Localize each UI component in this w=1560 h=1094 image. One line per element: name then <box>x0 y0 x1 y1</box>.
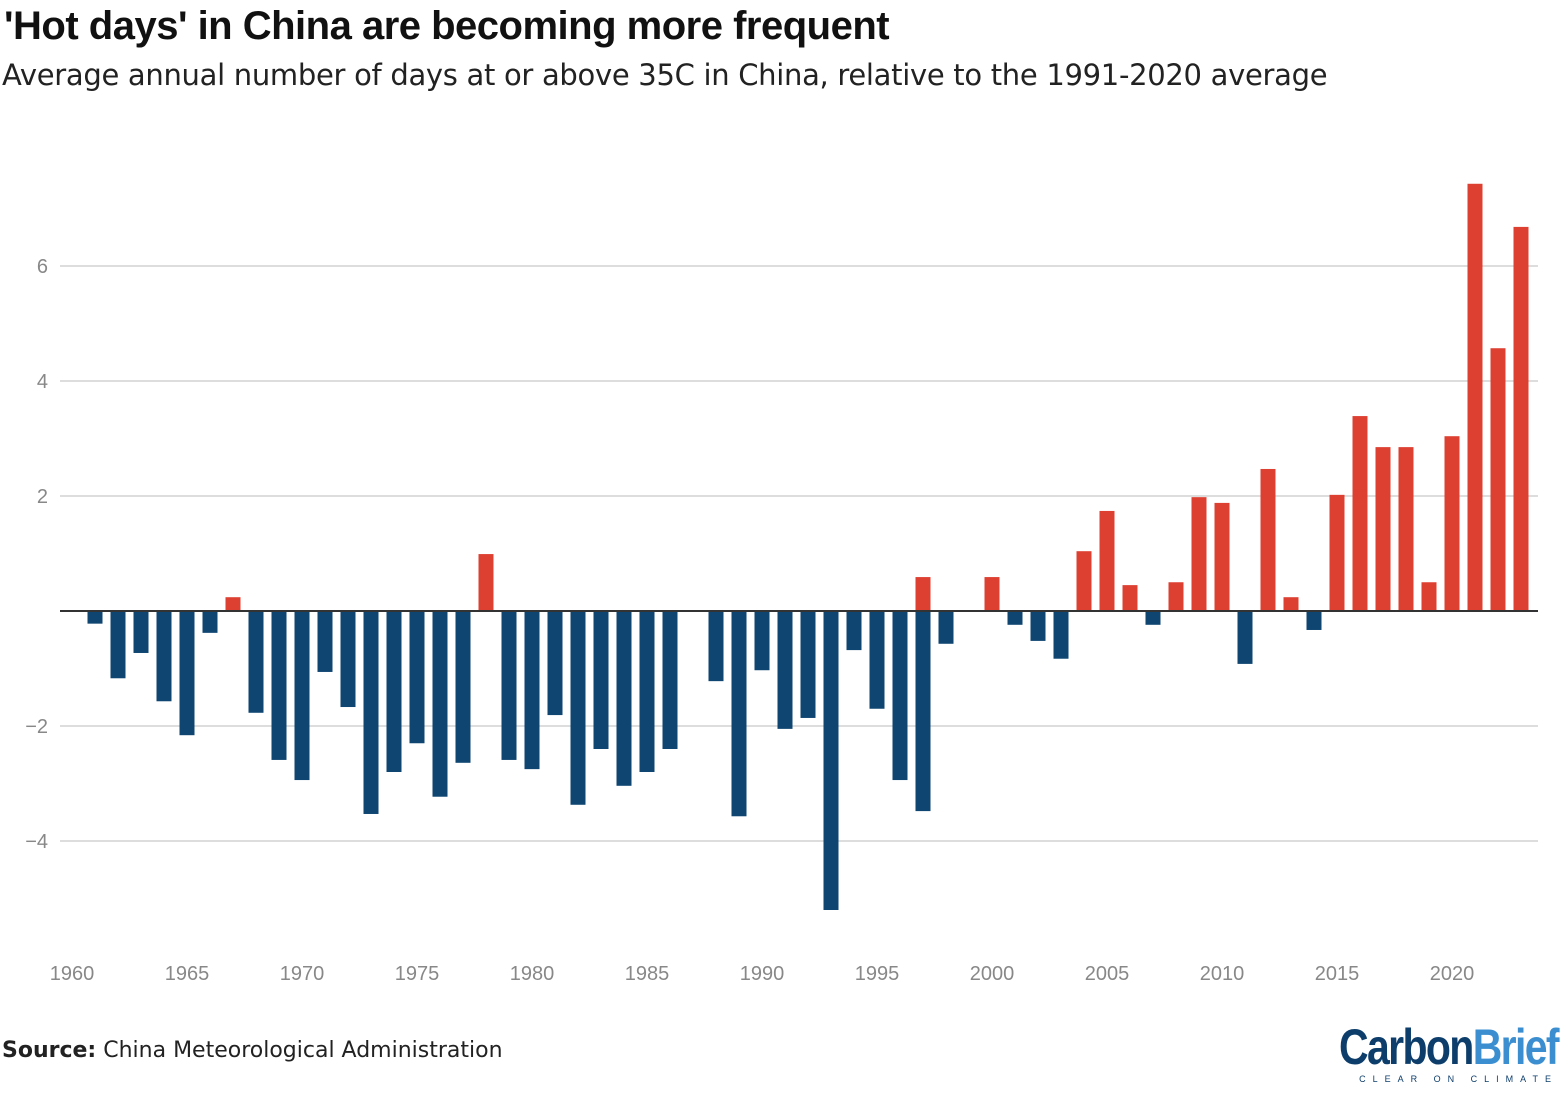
bar-1992 <box>800 611 816 718</box>
bar-1997 <box>915 611 931 812</box>
bar-1991 <box>777 611 793 729</box>
bar-2016 <box>1352 416 1368 611</box>
source-note: Source: China Meteorological Administrat… <box>2 1038 503 1063</box>
x-tick-label: 2000 <box>970 963 1015 985</box>
bar-2014 <box>1306 611 1322 630</box>
bar-2022 <box>1490 348 1506 611</box>
bar-1973 <box>363 611 379 814</box>
chart-subtitle: Average annual number of days at or abov… <box>2 58 1328 92</box>
bar-2003 <box>1053 611 1069 659</box>
bar-1969 <box>271 611 287 760</box>
y-tick-label: −4 <box>25 831 48 853</box>
bar-1967 <box>225 597 241 611</box>
bar-1962 <box>110 611 126 679</box>
bar-1983 <box>593 611 609 749</box>
logo-part1: Carbon <box>1339 1019 1474 1075</box>
bars <box>87 183 1529 910</box>
bar-2008 <box>1168 582 1184 611</box>
bar-1974 <box>386 611 402 772</box>
bar-1994 <box>846 611 862 651</box>
bar-1996 <box>892 611 908 781</box>
bar-1970 <box>294 611 310 781</box>
bar-1985 <box>639 611 655 772</box>
bar-1963 <box>133 611 149 653</box>
bar-2000 <box>984 577 1000 611</box>
bar-1997 <box>915 577 931 611</box>
bar-2021 <box>1467 183 1483 611</box>
x-tick-label: 2005 <box>1085 963 1130 985</box>
bar-1984 <box>616 611 632 786</box>
y-tick-label: 4 <box>37 371 48 393</box>
bar-1968 <box>248 611 264 713</box>
bar-2019 <box>1421 582 1437 611</box>
bar-1988 <box>708 611 724 682</box>
bar-1986 <box>662 611 678 749</box>
chart-title: 'Hot days' in China are becoming more fr… <box>4 4 890 48</box>
bar-1972 <box>340 611 356 708</box>
bar-chart: 6 4 2 −2 −4 1960 1965 1970 1975 1980 1985 1990 1995 2… <box>25 183 1538 985</box>
source-label: Source: <box>2 1038 97 1063</box>
bar-1995 <box>869 611 885 709</box>
bar-2001 <box>1007 611 1023 625</box>
bar-1966 <box>202 611 218 633</box>
x-tick-label: 2010 <box>1200 963 1245 985</box>
bar-1980 <box>524 611 540 770</box>
bar-1961 <box>87 611 103 624</box>
bar-2020 <box>1444 436 1460 611</box>
bar-2018 <box>1398 447 1414 611</box>
x-tick-label: 1970 <box>280 963 325 985</box>
x-tick-label: 1960 <box>50 963 95 985</box>
x-tick-label: 2020 <box>1430 963 1475 985</box>
bar-1977 <box>455 611 471 763</box>
axes: 6 4 2 −2 −4 1960 1965 1970 1975 1980 1985 1990 1995 2… <box>25 256 1538 985</box>
bar-1975 <box>409 611 425 744</box>
bar-2005 <box>1099 510 1115 611</box>
x-tick-label: 2015 <box>1315 963 1360 985</box>
x-tick-label: 1995 <box>855 963 900 985</box>
bar-2007 <box>1145 611 1161 625</box>
bar-1978 <box>478 554 494 611</box>
bar-1981 <box>547 611 563 716</box>
carbonbrief-logo: CarbonBrief CLEAR ON CLIMATE <box>1291 1019 1560 1084</box>
bar-1971 <box>317 611 333 672</box>
source-text: China Meteorological Administration <box>96 1038 503 1063</box>
bar-1993 <box>823 611 839 910</box>
bar-2012 <box>1260 468 1276 611</box>
bar-1979 <box>501 611 517 760</box>
logo-part2: Brief <box>1472 1019 1560 1075</box>
bar-2015 <box>1329 494 1345 611</box>
bar-2017 <box>1375 447 1391 611</box>
bar-1976 <box>432 611 448 797</box>
bar-2002 <box>1030 611 1046 641</box>
bar-1982 <box>570 611 586 805</box>
y-tick-label: 6 <box>37 256 48 278</box>
bar-2013 <box>1283 597 1299 611</box>
bar-2011 <box>1237 611 1253 664</box>
bar-1964 <box>156 611 172 702</box>
x-tick-label: 1990 <box>740 963 785 985</box>
x-tick-label: 1975 <box>395 963 440 985</box>
bar-2010 <box>1214 502 1230 611</box>
logo-tagline: CLEAR ON CLIMATE <box>1359 1074 1558 1084</box>
y-tick-label: 2 <box>37 486 48 508</box>
bar-1990 <box>754 611 770 671</box>
bar-2009 <box>1191 497 1207 611</box>
y-tick-label: −2 <box>25 716 48 738</box>
bar-1998 <box>938 611 954 644</box>
bar-2006 <box>1122 585 1138 611</box>
x-tick-label: 1965 <box>165 963 210 985</box>
bar-1965 <box>179 611 195 736</box>
bar-2023 <box>1513 226 1529 611</box>
bar-2004 <box>1076 551 1092 611</box>
x-tick-label: 1985 <box>625 963 670 985</box>
x-tick-label: 1980 <box>510 963 555 985</box>
bar-1989 <box>731 611 747 817</box>
